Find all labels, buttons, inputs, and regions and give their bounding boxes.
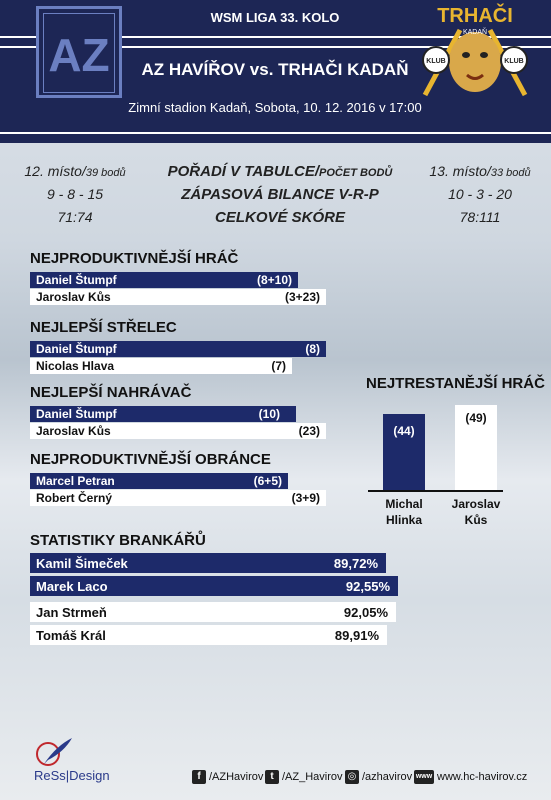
instagram-link[interactable]: ◎/azhavirov <box>345 770 412 784</box>
az-logo-icon: AZ <box>43 13 115 93</box>
trhaci-logo: KLUB KLUB TRHAČI KADAŇ <box>410 0 540 100</box>
penalty-value: (49) <box>465 411 487 425</box>
trhaci-logo-city: KADAŇ <box>463 27 487 36</box>
league-round: WSM LIGA 33. KOLO <box>210 10 340 25</box>
facebook-icon: f <box>192 770 206 784</box>
label-score: CELKOVÉ SKÓRE <box>214 209 346 226</box>
away-score: 78:111 <box>459 209 501 225</box>
az-logo-text: AZ <box>48 29 109 81</box>
comparison-labels: POŘADÍ V TABULCE/POČET BODŮ ZÁPASOVÁ BIL… <box>150 160 410 229</box>
ress-design-text: ReSs|Design <box>34 768 110 783</box>
player-value: (3+23) <box>284 290 320 304</box>
web-address: www.hc-havirov.cz <box>437 771 528 783</box>
twitter-link[interactable]: t/AZ_Havirov <box>265 770 343 784</box>
home-stats: 12. místo/39 bodů 9 - 8 - 15 71:74 <box>20 160 130 229</box>
productive-row-away: Jaroslav Kůs (3+23) <box>30 289 326 305</box>
twitter-icon: t <box>265 770 279 784</box>
goalie-name: Tomáš Král <box>36 628 106 643</box>
home-score: 71:74 <box>57 209 93 225</box>
shooter-row-away: Nicolas Hlava (7) <box>30 358 292 374</box>
instagram-handle: /azhavirov <box>362 771 413 783</box>
productive-row-home: Daniel Štumpf (8+10) <box>30 272 298 288</box>
player-name: Daniel Štumpf <box>36 407 117 421</box>
player-name: Jaroslav Kůs <box>36 424 111 438</box>
player-value: (3+9) <box>291 491 320 505</box>
penalty-bar: (44) <box>383 414 425 490</box>
svg-text:KLUB: KLUB <box>426 58 445 65</box>
facebook-handle: /AZHavirov <box>209 771 264 783</box>
penalty-player-name: Michal Hlinka <box>385 497 423 527</box>
goalies-title: STATISTIKY BRANKÁŘŮ <box>30 532 206 549</box>
defender-row-home: Marcel Petran (6+5) <box>30 473 288 489</box>
klub-badge-icon <box>500 46 528 74</box>
label-points: POČET BODŮ <box>319 167 393 179</box>
web-link[interactable]: www www.hc-havirov.cz <box>414 770 527 784</box>
goalie-save-pct: 92,55% <box>345 579 390 594</box>
passer-row-home: Daniel Štumpf (10) <box>30 406 296 422</box>
away-record: 10 - 3 - 20 <box>448 186 512 202</box>
away-rank: 13. místo/ <box>429 163 491 179</box>
player-value: (7) <box>271 359 286 373</box>
goalie-save-pct: 89,91% <box>334 628 379 643</box>
twitter-handle: /AZ_Havirov <box>282 771 343 783</box>
player-value: (10) <box>258 407 280 421</box>
passer-row-away: Jaroslav Kůs (23) <box>30 423 326 439</box>
home-record: 9 - 8 - 15 <box>46 186 104 202</box>
instagram-icon: ◎ <box>345 770 359 784</box>
shooter-row-home: Daniel Štumpf (8) <box>30 341 326 357</box>
goalie-name: Jan Strmeň <box>36 605 107 620</box>
az-logo: AZ <box>36 6 122 98</box>
penalties-title: NEJTRESTANĚJŠÍ HRÁČ <box>366 375 545 392</box>
player-name: Robert Černý <box>36 491 113 505</box>
header-stripe <box>0 36 551 48</box>
lynx-head-icon <box>449 32 501 92</box>
goalie-save-pct: 92,05% <box>343 605 388 620</box>
penalty-bar: (49) <box>455 405 497 490</box>
trhaci-logo-name: TRHAČI <box>437 3 513 27</box>
goalie-row: Jan Strmeň 92,05% <box>30 602 396 622</box>
defender-title: NEJPRODUKTIVNĚJŠÍ OBRÁNCE <box>30 451 271 468</box>
away-stats: 13. místo/33 bodů 10 - 3 - 20 78:111 <box>420 160 540 229</box>
away-points: 33 bodů <box>490 167 531 179</box>
label-record: ZÁPASOVÁ BILANCE V-R-P <box>181 186 379 203</box>
player-value: (8) <box>305 342 320 356</box>
player-name: Jaroslav Kůs <box>36 290 111 304</box>
shooter-title: NEJLEPŠÍ STŘELEC <box>30 319 177 336</box>
player-name: Daniel Štumpf <box>36 342 117 356</box>
goalie-row: Kamil Šimeček 89,72% <box>30 553 386 573</box>
player-name: Marcel Petran <box>36 474 115 488</box>
home-rank: 12. místo/ <box>24 163 86 179</box>
penalties-axis <box>368 490 503 492</box>
web-icon: www <box>414 770 434 784</box>
player-value: (8+10) <box>256 273 292 287</box>
match-title: AZ HAVÍŘOV vs. TRHAČI KADAŇ <box>141 60 409 79</box>
player-name: Nicolas Hlava <box>36 359 115 373</box>
label-rank: POŘADÍ V TABULCE/ <box>167 163 320 180</box>
goalie-name: Kamil Šimeček <box>36 556 128 571</box>
goalie-save-pct: 89,72% <box>333 556 378 571</box>
player-value: (23) <box>298 424 320 438</box>
header-bottom-line <box>0 132 551 140</box>
feather-icon <box>36 738 72 766</box>
passer-title: NEJLEPŠÍ NAHRÁVAČ <box>30 384 192 401</box>
productive-title: NEJPRODUKTIVNĚJŠÍ HRÁČ <box>30 250 239 267</box>
facebook-link[interactable]: f/AZHavirov <box>192 770 263 784</box>
goalie-row: Marek Laco 92,55% <box>30 576 398 596</box>
ress-design-logo: ReSs|Design <box>34 736 124 786</box>
home-points: 39 bodů <box>85 167 126 179</box>
player-value: (6+5) <box>253 474 282 488</box>
player-name: Daniel Štumpf <box>36 273 117 287</box>
penalty-value: (44) <box>393 424 415 438</box>
match-venue: Zimní stadion Kadaň, Sobota, 10. 12. 201… <box>128 100 422 115</box>
goalie-name: Marek Laco <box>36 579 108 594</box>
goalie-row: Tomáš Král 89,91% <box>30 625 387 645</box>
defender-row-away: Robert Černý (3+9) <box>30 490 326 506</box>
penalty-player-name: Jaroslav Kůs <box>451 497 501 527</box>
svg-text:KLUB: KLUB <box>504 58 523 65</box>
klub-badge-icon <box>422 46 450 74</box>
